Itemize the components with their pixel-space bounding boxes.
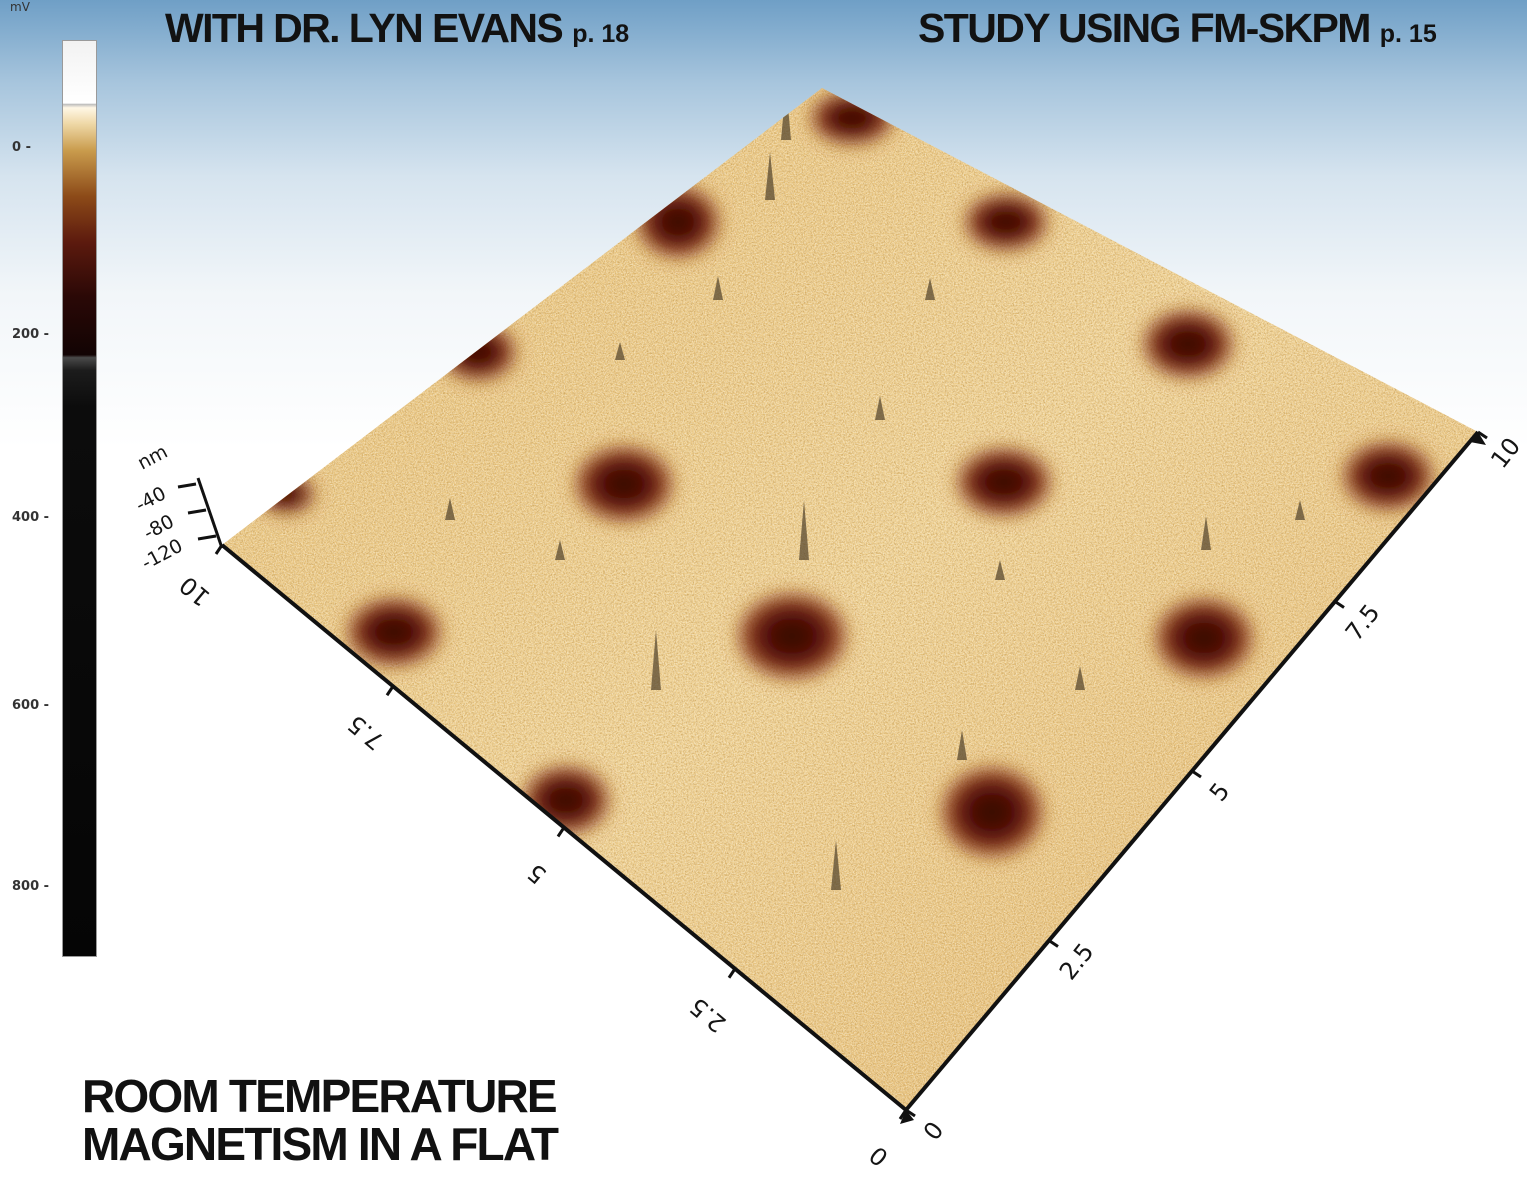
title-line-1: ROOM TEMPERATURE	[82, 1070, 558, 1122]
surface-spike	[713, 276, 723, 300]
headline-text: WITH DR. LYN EVANS	[165, 5, 564, 51]
z-unit: nm	[134, 441, 171, 475]
axis-tick	[556, 826, 566, 838]
surface-spike	[925, 278, 935, 300]
axis-tick-label: 0	[864, 1140, 894, 1171]
axis-tick	[1334, 600, 1345, 609]
color-scale-bar	[62, 40, 97, 957]
magnetic-dot	[938, 764, 1046, 860]
article-title: ROOM TEMPERATURE MAGNETISM IN A FLAT	[82, 1070, 559, 1170]
z-tick	[177, 482, 197, 489]
magnetic-dot	[256, 474, 316, 514]
headline-text: STUDY USING FM-SKPM	[918, 5, 1371, 51]
surface-spike	[501, 274, 511, 300]
axis-tick-label: 2.5	[684, 992, 731, 1038]
axis-tick	[214, 544, 224, 555]
z-tick	[197, 534, 217, 541]
axis-tick-label: 0	[918, 1116, 949, 1145]
surface-spike	[658, 116, 668, 186]
surface-spike	[995, 560, 1005, 580]
axis-arrow-icon	[900, 1110, 914, 1124]
axis-tick-label: 7.5	[1340, 599, 1386, 646]
page-reference: p. 15	[1379, 20, 1437, 48]
axis-tick	[385, 685, 395, 697]
axis-tick-label: 10	[1485, 432, 1526, 473]
surface-spike	[831, 840, 841, 890]
surface-spike	[555, 540, 565, 560]
page-reference: p. 18	[572, 20, 630, 48]
surface-spike	[445, 498, 455, 520]
magnetic-dot	[438, 322, 518, 382]
colorbar-tick: 200	[12, 327, 49, 342]
surface-spike	[957, 730, 967, 760]
title-line-2: MAGNETISM IN A FLAT	[82, 1118, 559, 1170]
magnetic-dot	[1152, 596, 1256, 680]
axis-tick-label: 5	[1204, 777, 1235, 806]
axis-tick	[905, 1108, 916, 1118]
axis-tick-label: 5	[522, 858, 552, 889]
magnetic-dot	[572, 444, 676, 524]
magnetic-dots	[256, 90, 1436, 860]
magnetic-dot	[1340, 440, 1436, 512]
magnetic-dot	[1140, 308, 1236, 380]
headline-fm-skpm: STUDY USING FM-SKPM p. 15	[918, 2, 1437, 60]
surface-spike	[781, 88, 791, 140]
z-tick-label: -120	[138, 535, 186, 575]
axis-tick	[1477, 430, 1488, 440]
surface-spike	[875, 396, 885, 420]
magnetic-dot	[808, 90, 896, 146]
surface-spike	[1295, 500, 1305, 520]
axis-tick-label: 10	[174, 571, 215, 612]
magnetic-dot	[734, 590, 850, 682]
magnetic-dot	[954, 446, 1054, 518]
colorbar-tick: 600	[12, 698, 49, 713]
surface-spike	[615, 342, 625, 360]
surface-spike	[1075, 666, 1085, 690]
axis-tick-label: 2.5	[1054, 938, 1100, 985]
surface-spike	[651, 630, 661, 690]
magnetic-dot	[962, 192, 1050, 252]
colorbar-tick: 0	[12, 140, 31, 155]
colorbar-tick: 800	[12, 879, 49, 894]
z-axis-line	[196, 477, 224, 549]
axis-arrow-icon	[1470, 432, 1486, 445]
magnetic-dot	[634, 184, 722, 260]
colorbar-tick: 400	[12, 510, 49, 525]
surface-spike	[765, 152, 775, 200]
axis-tick	[1191, 769, 1202, 779]
surface-spike	[799, 500, 809, 560]
axis-tick-label: 7.5	[342, 709, 389, 755]
axis-tick	[1048, 939, 1059, 948]
surface-spike	[1201, 516, 1211, 550]
colorbar-unit: mV	[10, 0, 30, 14]
z-tick	[187, 508, 207, 515]
axis-tick	[898, 1109, 908, 1120]
axis-tick	[727, 967, 737, 979]
headline-lyn-evans: WITH DR. LYN EVANS p. 18	[165, 2, 629, 60]
magnetic-dot	[344, 596, 444, 668]
